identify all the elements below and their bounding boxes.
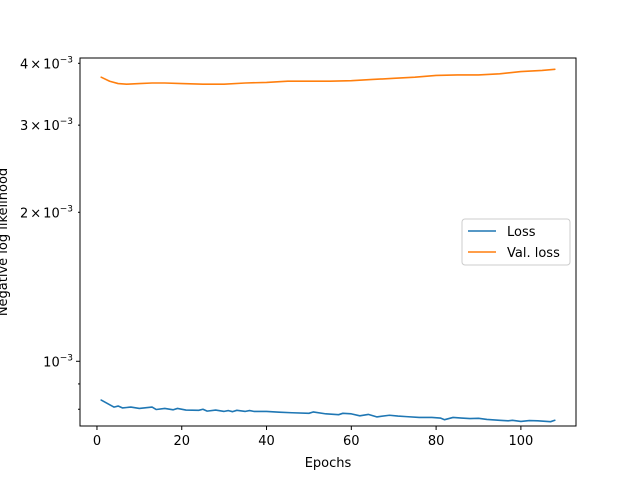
x-tick-label: 80 [428,434,445,449]
tick-base: 10 [43,57,60,72]
tick-mantissa: 2 [20,206,28,221]
tick-exponent: −3 [60,204,73,214]
tick-exponent: −3 [60,117,73,127]
x-tick-label: 0 [93,434,101,449]
y-major-tick-label: 10−3 [43,353,73,370]
tick-times: × [30,57,41,72]
plot-frame [79,57,577,427]
tick-exponent: −3 [60,353,73,363]
tick-base: 10 [43,355,60,370]
tick-exponent: −3 [60,55,73,65]
y-axis: 10−32 × 10−33 × 10−34 × 10−3 [20,55,80,410]
x-tick-label: 20 [173,434,190,449]
tick-mantissa: 4 [20,57,28,72]
series-line-0 [100,399,556,423]
tick-times: × [30,119,41,134]
tick-base: 10 [43,206,60,221]
y-minor-tick-label: 4 × 10−3 [20,55,73,72]
series-layer [100,68,556,423]
y-minor-tick-label: 2 × 10−3 [20,204,73,221]
x-axis-label: Epochs [305,456,352,471]
x-tick-label: 100 [508,434,533,449]
tick-base: 10 [43,119,60,134]
series-line-1 [100,68,556,85]
x-axis: 0 20 40 60 80 100 [93,426,533,449]
x-tick-label: 60 [343,434,360,449]
y-minor-tick-label: 3 × 10−3 [20,117,73,134]
tick-mantissa: 3 [20,119,28,134]
y-axis-label: Negative log likelihood [0,168,11,316]
tick-times: × [30,206,41,221]
legend-label-1: Val. loss [507,246,560,261]
x-tick-label: 40 [258,434,275,449]
legend: Loss Val. loss [461,218,571,266]
legend-label-0: Loss [507,225,536,240]
